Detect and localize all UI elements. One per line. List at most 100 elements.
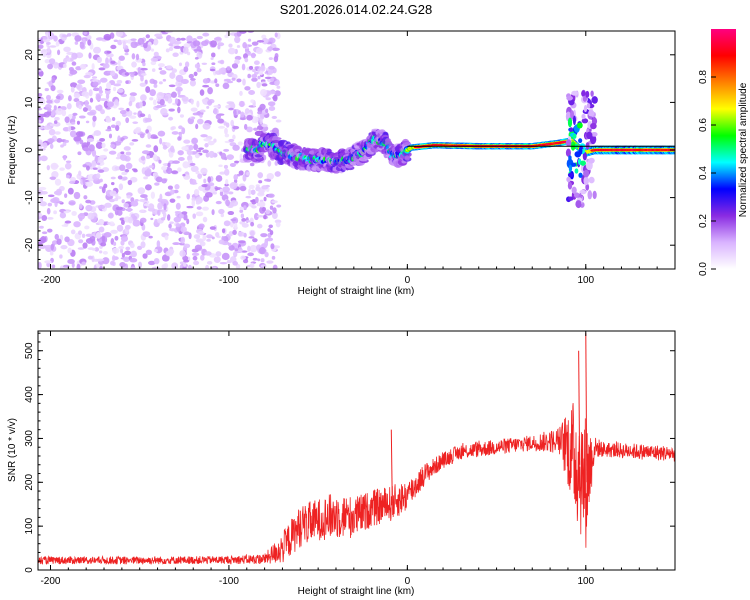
noise-blob [68, 200, 76, 206]
noise-blob [268, 65, 275, 70]
noise-blob [224, 168, 230, 176]
noise-blob [130, 38, 137, 42]
noise-blob [131, 213, 135, 218]
noise-blob [45, 41, 51, 45]
noise-blob [111, 255, 116, 262]
noise-blob [168, 108, 175, 112]
noise-blob [153, 145, 159, 153]
y-tick-label: 200 [24, 474, 35, 491]
x-tick-label: -200 [40, 275, 60, 286]
noise-blob [171, 262, 179, 269]
noise-blob [238, 249, 243, 253]
noise-blob [145, 34, 150, 39]
noise-blob [234, 55, 242, 61]
noise-blob [98, 250, 103, 254]
burst-blob [582, 95, 587, 102]
noise-blob [74, 35, 82, 42]
noise-blob [168, 151, 174, 158]
noise-blob [81, 261, 86, 266]
noise-blob [174, 98, 179, 105]
noise-blob [175, 223, 181, 228]
noise-blob [192, 40, 201, 47]
noise-blob [66, 33, 72, 37]
noise-blob [223, 148, 230, 152]
noise-blob [114, 197, 119, 202]
noise-blob [107, 221, 111, 225]
noise-blob [79, 41, 85, 49]
noise-blob [175, 202, 181, 210]
noise-blob [161, 254, 170, 262]
snr-x-label: Height of straight line (km) [298, 586, 415, 597]
colorbar-ticks: 0.0 0.2 0.4 0.6 0.8 [698, 70, 716, 276]
noise-blob [228, 43, 233, 48]
noise-blob [108, 133, 113, 139]
noise-blob [261, 34, 267, 39]
burst-blob [574, 168, 579, 174]
noise-blob [239, 206, 244, 210]
noise-blob [75, 84, 81, 90]
noise-blob [91, 76, 98, 79]
noise-blob [98, 226, 105, 233]
noise-blob [145, 249, 152, 256]
noise-blob [168, 84, 176, 88]
noise-blob [232, 134, 236, 140]
noise-blob [199, 89, 205, 96]
signal-halo [404, 155, 410, 161]
noise-blob [194, 57, 199, 60]
noise-blob [174, 211, 180, 214]
noise-blob [130, 200, 139, 207]
noise-blob [265, 108, 269, 114]
noise-blob [88, 144, 95, 152]
noise-blob [210, 57, 214, 61]
y-tick-label: 0 [24, 147, 35, 153]
noise-blob [129, 142, 135, 146]
noise-blob [271, 200, 278, 204]
noise-blob [100, 242, 107, 247]
noise-blob [172, 160, 180, 164]
noise-blob [249, 230, 255, 237]
noise-blob [53, 105, 57, 111]
noise-blob [258, 201, 266, 208]
noise-blob [170, 145, 175, 153]
noise-blob [106, 50, 112, 54]
noise-blob [168, 223, 172, 229]
noise-blob [119, 164, 126, 172]
noise-blob [154, 218, 158, 225]
noise-blob [157, 202, 163, 210]
noise-blob [57, 49, 61, 56]
noise-blob [137, 187, 146, 195]
noise-blob [158, 92, 165, 96]
noise-blob [153, 248, 158, 253]
noise-blob [268, 224, 273, 229]
noise-blob [271, 47, 280, 51]
noise-blob [226, 259, 232, 264]
noise-blob [83, 195, 88, 200]
noise-blob [238, 110, 242, 115]
noise-blob [71, 61, 77, 66]
noise-blob [120, 235, 129, 242]
noise-blob [168, 46, 174, 51]
noise-blob [213, 37, 222, 41]
noise-blob [78, 239, 84, 244]
noise-blob [49, 45, 57, 48]
burst-blob [590, 131, 598, 137]
noise-blob [96, 173, 101, 179]
noise-blob [232, 251, 238, 258]
noise-blob [78, 115, 86, 119]
signal-band-peak [561, 140, 567, 143]
noise-blob [59, 212, 67, 219]
noise-blob [54, 131, 61, 135]
noise-blob [147, 132, 151, 140]
noise-blob [117, 175, 123, 180]
noise-blob [110, 60, 116, 64]
noise-blob [177, 157, 185, 161]
noise-blob [177, 82, 183, 86]
noise-blob [41, 231, 48, 235]
noise-blob [256, 39, 265, 43]
noise-blob [193, 71, 198, 77]
noise-blob [265, 97, 271, 101]
noise-blob [177, 150, 184, 156]
noise-blob [212, 266, 217, 269]
noise-blob [207, 182, 215, 187]
noise-blob [181, 146, 189, 151]
